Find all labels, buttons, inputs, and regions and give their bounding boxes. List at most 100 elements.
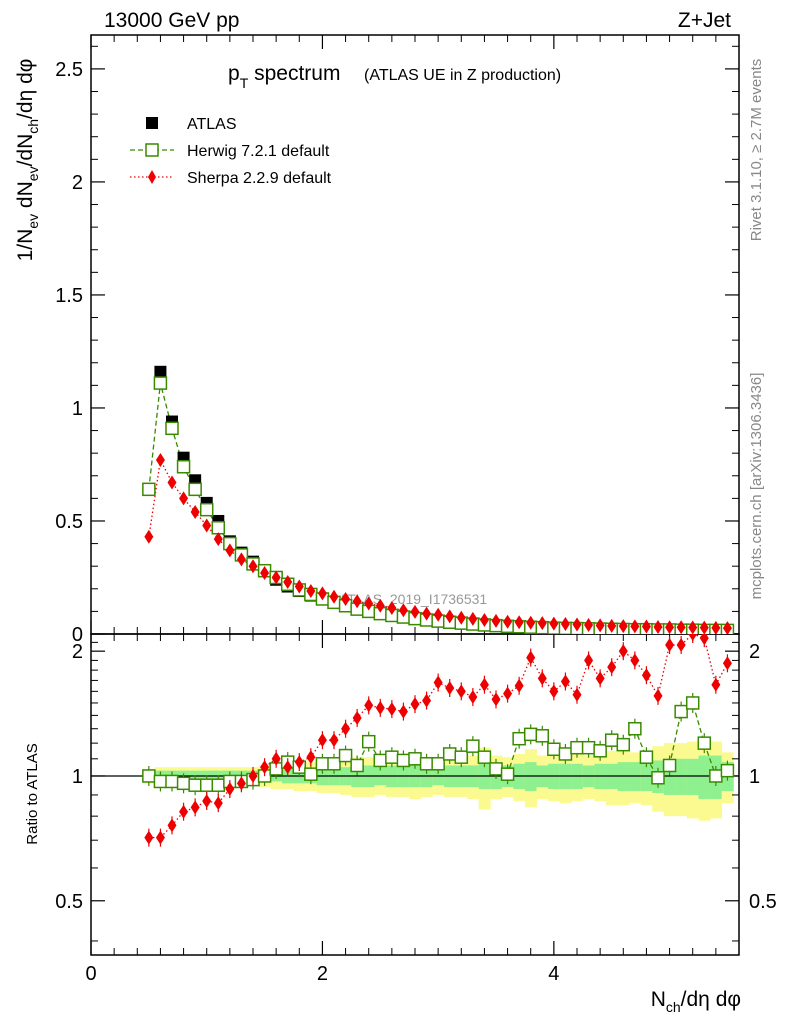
sherpa-ratio-point — [584, 653, 594, 668]
sherpa-ratio-point — [260, 760, 270, 775]
xtick-label: 2 — [317, 963, 328, 985]
sherpa-ratio-point — [676, 637, 686, 652]
sherpa-ratio-point — [560, 674, 570, 689]
sherpa-point — [549, 616, 559, 631]
ratio-ytick-label: 2 — [72, 641, 83, 663]
herwig-point — [199, 502, 214, 517]
sherpa-point — [248, 559, 258, 574]
sherpa-point — [468, 611, 478, 626]
herwig-ratio-point — [616, 737, 631, 752]
legend-marker-atlas — [146, 117, 158, 129]
sherpa-ratio-point — [375, 700, 385, 715]
analysis-watermark: ATLAS_2019_I1736531 — [339, 591, 488, 607]
herwig-ratio-point — [709, 769, 723, 783]
main-ytick-label: 2 — [72, 172, 83, 194]
herwig-ratio-point — [581, 740, 596, 755]
sherpa-point — [213, 532, 223, 547]
herwig-ratio-point — [327, 757, 341, 771]
xtick-label: 0 — [85, 963, 96, 985]
sherpa-ratio-point — [433, 675, 443, 690]
legend-label-atlas: ATLAS — [187, 116, 237, 133]
sherpa-ratio-point — [699, 634, 709, 646]
sherpa-ratio-point — [352, 710, 362, 725]
sherpa-ratio-point — [688, 634, 698, 641]
herwig-ratio-point — [523, 727, 538, 742]
energy-label: 13000 GeV pp — [104, 9, 239, 32]
herwig-point — [153, 376, 168, 390]
process-label: Z+Jet — [678, 9, 731, 32]
sherpa-ratio-point — [317, 733, 327, 748]
sherpa-point — [294, 579, 304, 594]
herwig-ratio-point — [176, 776, 191, 791]
sherpa-ratio-point — [341, 721, 351, 736]
legend-entry-herwig: Herwig 7.2.1 default — [130, 143, 330, 160]
sherpa-point — [526, 615, 536, 630]
herwig-ratio-point — [570, 740, 584, 755]
herwig-ratio-point — [628, 721, 642, 736]
sherpa-point — [607, 618, 617, 633]
sherpa-ratio-point — [607, 660, 617, 675]
herwig-ratio-point — [153, 774, 168, 789]
sherpa-point — [688, 620, 698, 634]
sherpa-point — [584, 617, 594, 632]
sherpa-point — [676, 620, 686, 634]
herwig-ratio-point — [593, 744, 607, 758]
sherpa-ratio-point — [155, 830, 165, 845]
sherpa-ratio-point — [422, 693, 432, 708]
sherpa-point — [653, 619, 663, 634]
sherpa-point — [144, 529, 154, 544]
sherpa-point — [202, 518, 212, 533]
sherpa-point — [398, 603, 408, 618]
herwig-point — [188, 482, 202, 497]
herwig-ratio-point — [662, 758, 677, 773]
sherpa-point — [641, 619, 651, 634]
herwig-ratio-point — [674, 704, 688, 719]
sherpa-point — [167, 475, 177, 490]
herwig-ratio-point — [361, 734, 376, 749]
legend-label-sherpa: Sherpa 2.2.9 default — [187, 170, 332, 187]
main-ytick-label: 0.5 — [55, 511, 83, 533]
x-axis-label: Nch/dη dφ — [651, 988, 741, 1015]
sherpa-ratio-point — [479, 677, 489, 692]
herwig-ratio-point — [500, 767, 515, 781]
herwig-ratio-point — [304, 767, 318, 781]
band-inner-bin — [698, 755, 711, 799]
sherpa-point — [479, 612, 489, 627]
herwig-ratio-point — [558, 747, 573, 761]
sherpa-ratio-point — [456, 684, 466, 699]
sherpa-ratio-point — [653, 688, 663, 703]
sherpa-ratio-point — [618, 644, 628, 659]
main-y-axis-label: 1/Nev dNev/dNch/dη dφ — [14, 59, 41, 262]
sherpa-point — [271, 570, 281, 585]
sherpa-point — [445, 609, 455, 624]
herwig-ratio-point — [165, 774, 179, 789]
legend-entry-atlas: ATLAS — [146, 116, 237, 133]
herwig-ratio-point — [535, 729, 550, 743]
sherpa-point — [364, 596, 374, 611]
sherpa-point — [283, 575, 293, 590]
sherpa-ratio-point — [144, 830, 154, 845]
sherpa-ratio-point — [641, 668, 651, 683]
sherpa-ratio-point — [329, 733, 339, 748]
sherpa-point — [260, 565, 270, 580]
herwig-ratio-point — [315, 757, 330, 771]
atlas-point — [154, 365, 167, 378]
herwig-ratio-point — [419, 757, 434, 771]
sherpa-ratio-point — [514, 678, 524, 693]
xtick-label: 4 — [548, 963, 559, 985]
band-inner-bin — [675, 758, 688, 795]
ratio-plot-area — [91, 634, 739, 847]
legend-marker-herwig — [145, 143, 159, 157]
herwig-ratio-point — [338, 748, 353, 763]
herwig-ratio-point — [639, 750, 654, 764]
herwig-point — [211, 521, 226, 535]
sherpa-ratio-point — [491, 692, 501, 707]
main-ytick-label: 1 — [72, 398, 83, 420]
sherpa-ratio-point — [294, 755, 304, 770]
herwig-ratio-point — [512, 731, 526, 746]
sherpa-ratio-point — [468, 690, 478, 705]
sherpa-point — [190, 504, 200, 519]
legend-label-herwig: Herwig 7.2.1 default — [187, 143, 330, 160]
herwig-ratio-point — [466, 739, 480, 753]
sherpa-ratio-point — [503, 686, 513, 701]
